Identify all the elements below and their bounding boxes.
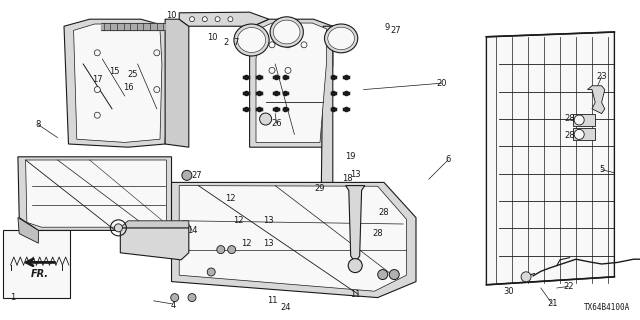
Text: 9: 9	[385, 23, 390, 32]
Circle shape	[207, 268, 215, 276]
Ellipse shape	[237, 28, 266, 52]
Circle shape	[202, 17, 207, 22]
Text: 16: 16	[123, 84, 133, 92]
Text: 17: 17	[92, 75, 102, 84]
Polygon shape	[588, 86, 605, 114]
Text: 20: 20	[436, 79, 447, 88]
Circle shape	[94, 87, 100, 92]
Text: 13: 13	[264, 239, 274, 248]
Circle shape	[171, 294, 179, 302]
Circle shape	[389, 269, 399, 280]
Text: 28: 28	[564, 132, 575, 140]
Text: 11: 11	[267, 296, 277, 305]
Circle shape	[378, 269, 388, 280]
Polygon shape	[486, 32, 614, 285]
Text: 4: 4	[170, 301, 175, 310]
Polygon shape	[120, 228, 189, 260]
Text: 28: 28	[379, 208, 389, 217]
Text: 12: 12	[225, 194, 236, 203]
Circle shape	[115, 224, 122, 232]
Polygon shape	[256, 23, 326, 142]
Ellipse shape	[270, 17, 303, 47]
Text: 25: 25	[127, 70, 138, 79]
Circle shape	[215, 17, 220, 22]
Ellipse shape	[324, 24, 358, 53]
Text: FR.: FR.	[31, 268, 49, 279]
Ellipse shape	[234, 24, 269, 56]
Text: 27: 27	[390, 26, 401, 35]
Polygon shape	[64, 19, 168, 147]
Text: 5: 5	[599, 165, 604, 174]
Text: 10: 10	[166, 12, 177, 20]
Text: 1: 1	[10, 293, 15, 302]
Text: 7: 7	[233, 38, 238, 47]
Circle shape	[189, 17, 195, 22]
Circle shape	[228, 17, 233, 22]
Polygon shape	[18, 218, 38, 243]
Polygon shape	[74, 24, 162, 142]
Text: 14: 14	[187, 226, 197, 235]
Polygon shape	[346, 186, 365, 262]
Polygon shape	[179, 12, 269, 26]
Bar	[3, 230, 70, 298]
Polygon shape	[321, 26, 333, 198]
Polygon shape	[172, 182, 416, 298]
Text: TX64B4100A: TX64B4100A	[584, 303, 630, 312]
Text: 29: 29	[315, 184, 325, 193]
Text: 13: 13	[264, 216, 274, 225]
Text: 23: 23	[596, 72, 607, 81]
Circle shape	[285, 68, 291, 73]
Circle shape	[285, 42, 291, 48]
Polygon shape	[18, 157, 172, 230]
Text: 28: 28	[372, 229, 383, 238]
Circle shape	[301, 42, 307, 48]
Circle shape	[188, 294, 196, 302]
Circle shape	[348, 259, 362, 273]
Text: 12: 12	[241, 239, 252, 248]
Ellipse shape	[273, 20, 300, 44]
Text: 24: 24	[281, 303, 291, 312]
Circle shape	[228, 246, 236, 254]
Circle shape	[154, 50, 160, 56]
Polygon shape	[250, 19, 333, 147]
Circle shape	[154, 87, 160, 92]
Text: 8: 8	[36, 120, 41, 129]
Text: 21: 21	[547, 300, 557, 308]
Text: 6: 6	[445, 156, 451, 164]
Text: 2: 2	[223, 38, 228, 47]
Text: 27: 27	[191, 171, 202, 180]
Text: 30: 30	[504, 287, 514, 296]
Circle shape	[217, 246, 225, 254]
Polygon shape	[179, 186, 406, 291]
Polygon shape	[26, 160, 166, 227]
Ellipse shape	[328, 27, 355, 50]
Circle shape	[182, 170, 192, 180]
Text: 15: 15	[109, 68, 119, 76]
Bar	[573, 114, 595, 126]
Bar	[573, 128, 595, 140]
Text: 12: 12	[234, 216, 244, 225]
Text: 10: 10	[207, 33, 218, 42]
Circle shape	[521, 272, 531, 282]
Text: 22: 22	[563, 282, 573, 291]
Text: 13: 13	[350, 170, 360, 179]
Text: 19: 19	[346, 152, 356, 161]
Polygon shape	[165, 19, 189, 147]
Circle shape	[574, 129, 584, 140]
Text: 11: 11	[350, 290, 360, 299]
Circle shape	[94, 112, 100, 118]
Circle shape	[574, 115, 584, 125]
Polygon shape	[120, 221, 189, 228]
Circle shape	[260, 113, 271, 125]
Text: 28: 28	[564, 114, 575, 123]
Circle shape	[269, 68, 275, 73]
Circle shape	[269, 42, 275, 48]
Text: 18: 18	[342, 174, 353, 183]
Text: 26: 26	[271, 119, 282, 128]
Circle shape	[94, 50, 100, 56]
